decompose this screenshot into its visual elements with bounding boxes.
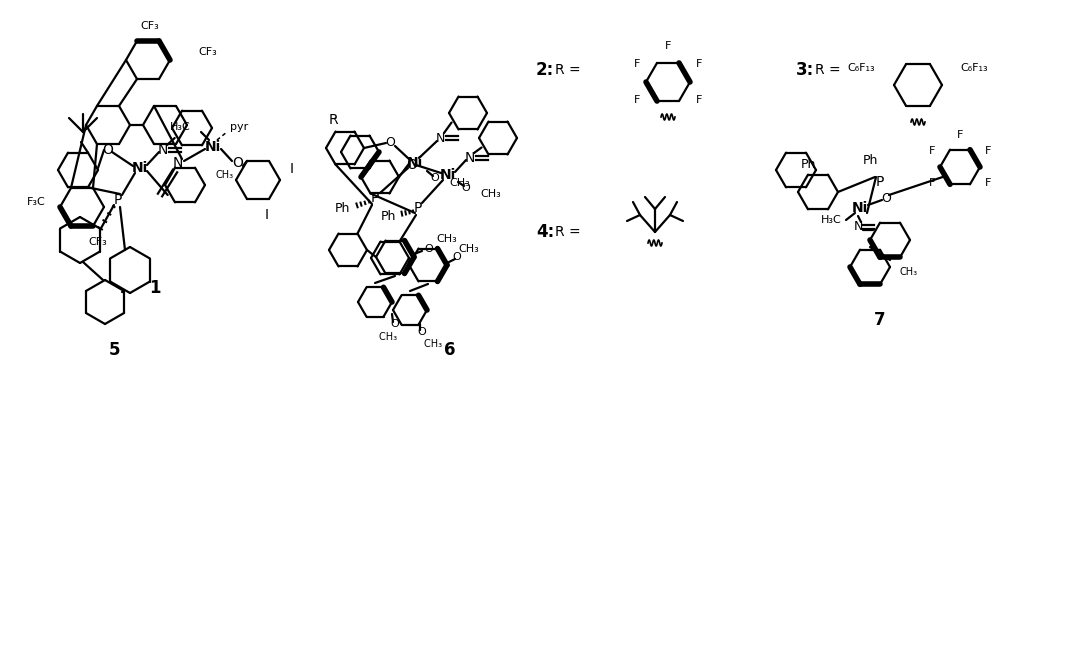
Text: CH₃: CH₃ — [377, 332, 397, 342]
Text: CH₃: CH₃ — [436, 234, 457, 244]
Text: F: F — [696, 95, 702, 105]
Text: N: N — [464, 151, 475, 165]
Text: CF₃: CF₃ — [89, 237, 107, 247]
Text: 3:: 3: — [796, 61, 814, 79]
Text: Ni: Ni — [132, 161, 148, 175]
Text: O: O — [232, 156, 243, 170]
Text: F₃C: F₃C — [27, 197, 46, 207]
Text: F: F — [957, 130, 963, 140]
Text: I: I — [291, 162, 294, 176]
Text: H₃C: H₃C — [171, 122, 191, 132]
Text: O: O — [881, 191, 891, 205]
Text: F: F — [985, 178, 991, 188]
Text: 6: 6 — [444, 341, 456, 359]
Text: F: F — [929, 178, 935, 188]
Text: Ni: Ni — [205, 140, 221, 154]
Text: O: O — [461, 183, 471, 193]
Text: 4:: 4: — [536, 223, 554, 241]
Text: F: F — [985, 146, 991, 156]
Text: CH₃: CH₃ — [422, 339, 442, 349]
Text: O: O — [103, 143, 113, 157]
Text: R =: R = — [815, 63, 841, 77]
Text: O: O — [386, 137, 395, 150]
Text: R =: R = — [555, 63, 581, 77]
Text: N: N — [173, 156, 184, 170]
Text: O: O — [406, 158, 418, 172]
Text: C₆F₁₃: C₆F₁₃ — [848, 63, 875, 73]
Text: Ph: Ph — [380, 209, 396, 222]
Text: P: P — [414, 201, 422, 215]
Text: pyr: pyr — [230, 122, 248, 132]
Text: N: N — [435, 131, 445, 145]
Text: N: N — [853, 220, 863, 234]
Text: Ni: Ni — [407, 156, 423, 170]
Text: O: O — [424, 244, 433, 254]
Text: F: F — [929, 146, 935, 156]
Text: H₃C: H₃C — [821, 215, 842, 225]
Text: CH₃: CH₃ — [215, 170, 233, 180]
Text: O: O — [431, 173, 440, 183]
Text: C₆F₁₃: C₆F₁₃ — [961, 63, 988, 73]
Text: O: O — [418, 327, 427, 337]
Text: 5: 5 — [109, 341, 121, 359]
Text: P: P — [113, 193, 122, 207]
Text: I: I — [265, 208, 269, 222]
Text: Ph: Ph — [335, 201, 350, 214]
Text: CF₃: CF₃ — [198, 47, 217, 57]
Text: Ph: Ph — [800, 158, 815, 170]
Text: CH₃: CH₃ — [900, 267, 918, 277]
Text: N: N — [158, 143, 168, 157]
Text: Ni: Ni — [852, 201, 868, 215]
Text: 1: 1 — [149, 279, 161, 297]
Text: P: P — [370, 191, 379, 205]
Text: F: F — [634, 95, 640, 105]
Text: F: F — [665, 41, 671, 51]
Text: CH₃: CH₃ — [449, 178, 470, 188]
Text: R: R — [328, 113, 338, 127]
Text: 2:: 2: — [536, 61, 554, 79]
Text: CF₃: CF₃ — [140, 21, 160, 31]
Text: Ni: Ni — [440, 168, 456, 182]
Text: Ph: Ph — [862, 154, 878, 166]
Text: F: F — [696, 59, 702, 69]
Text: 7: 7 — [874, 311, 886, 329]
Text: R =: R = — [555, 225, 581, 239]
Text: CH₃: CH₃ — [480, 189, 501, 199]
Text: P: P — [876, 175, 885, 189]
Text: F: F — [634, 59, 640, 69]
Text: O: O — [391, 319, 400, 329]
Text: O: O — [453, 252, 461, 262]
Text: CH₃: CH₃ — [459, 244, 480, 254]
